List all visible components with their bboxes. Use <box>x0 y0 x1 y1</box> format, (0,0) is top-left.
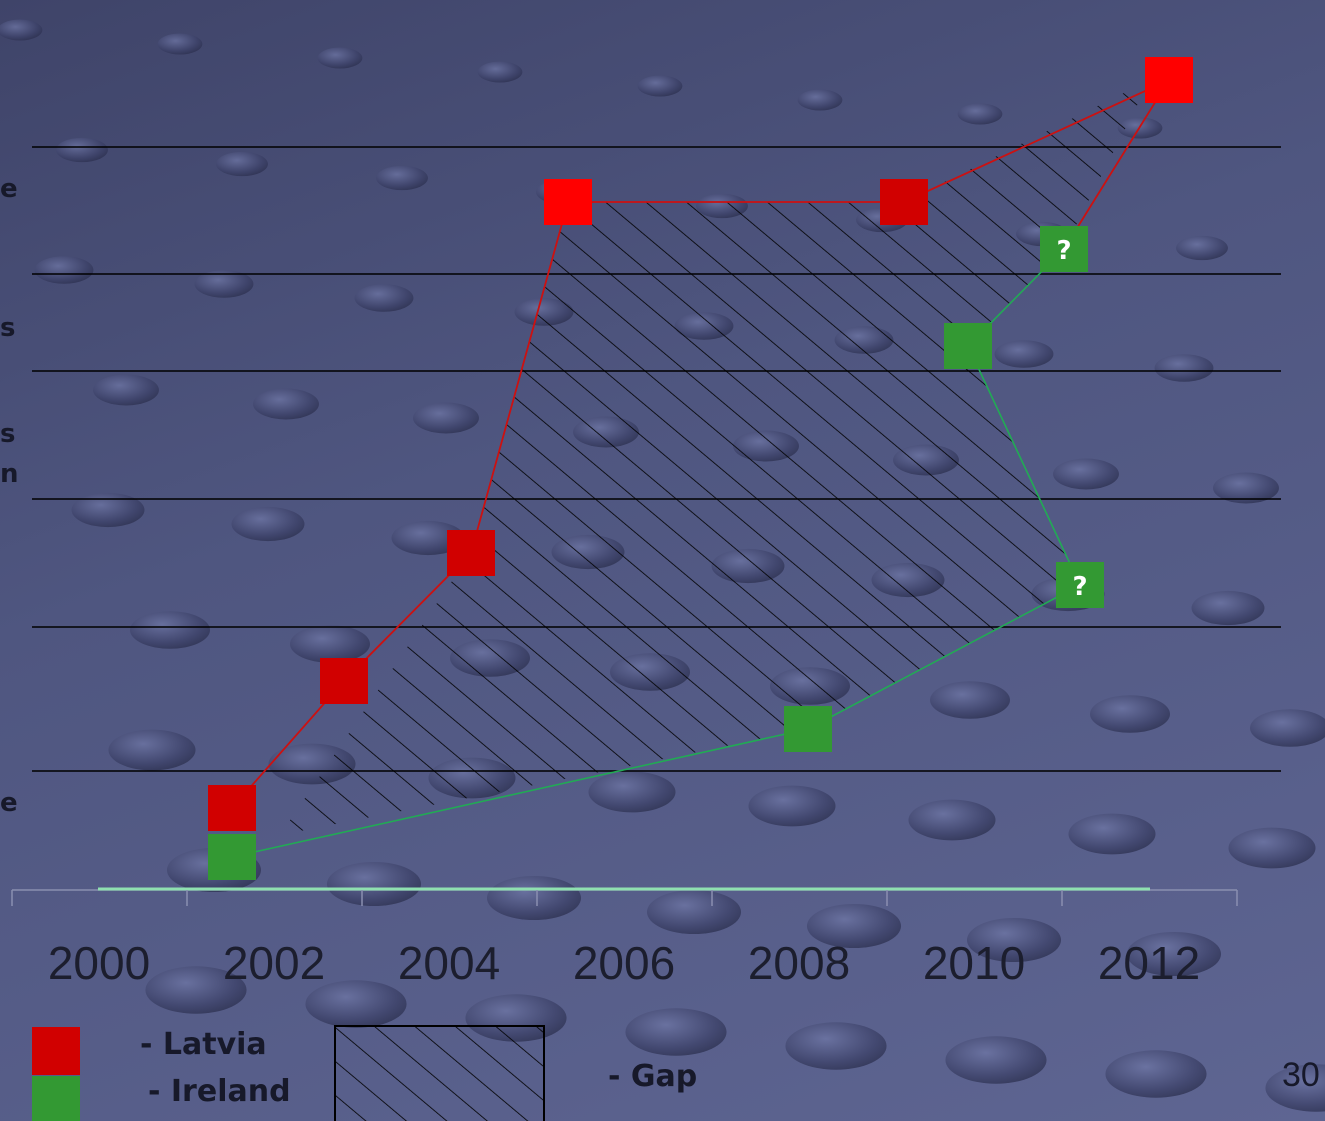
background-dot <box>748 785 836 827</box>
background-dot <box>376 165 428 191</box>
background-dot <box>1213 472 1279 504</box>
background-dot <box>305 980 407 1028</box>
background-dot <box>588 771 676 813</box>
latvia-marker <box>208 785 256 831</box>
x-tick-label: 2008 <box>747 937 851 989</box>
background-dot <box>646 889 742 935</box>
x-tick-label: 2006 <box>572 937 676 989</box>
background-dot <box>625 1008 727 1056</box>
background-dot <box>477 61 523 83</box>
background-dot <box>108 729 196 771</box>
background-dot <box>1250 709 1325 747</box>
background-dot <box>1154 354 1214 382</box>
background-dot <box>0 19 43 41</box>
x-tick-label: 2010 <box>922 937 1026 989</box>
background-dot <box>966 917 1062 963</box>
latvia-marker <box>447 530 495 576</box>
legend-gap-swatch <box>334 1025 545 1121</box>
background-dot <box>945 1036 1047 1084</box>
gap-hatch-fill <box>280 80 1150 835</box>
ireland-marker <box>1040 226 1088 272</box>
background-dot <box>486 875 582 921</box>
background-dot <box>1105 1050 1207 1098</box>
legend-latvia-label: - Latvia <box>140 1027 267 1062</box>
edge-text-fragment: s <box>0 419 16 449</box>
background-dot <box>785 1022 887 1070</box>
x-tick-label: 2012 <box>1097 937 1201 989</box>
background-dot <box>1126 931 1222 977</box>
background-dot <box>93 374 159 406</box>
edge-text-fragment: s <box>0 313 16 343</box>
x-tick-label: 2000 <box>47 937 151 989</box>
gap-hatched-region <box>280 80 1150 835</box>
background-dot <box>317 47 363 69</box>
background-dot <box>957 103 1003 125</box>
legend-gap-hatch <box>334 1025 545 1121</box>
background-dot <box>34 256 94 284</box>
page-number: 30 <box>1282 1056 1320 1094</box>
edge-text-fragment: e <box>0 788 18 818</box>
edge-text-fragment: n <box>0 459 19 489</box>
background-dot <box>908 799 996 841</box>
latvia-marker <box>544 179 592 225</box>
ireland-marker <box>1056 562 1104 608</box>
background-dot <box>130 611 210 649</box>
ireland-marker <box>944 323 992 369</box>
background-dot <box>1228 827 1316 869</box>
background-dot <box>1265 1064 1325 1112</box>
ireland-marker-label: ? <box>1072 572 1087 602</box>
legend-gap-label: - Gap <box>608 1059 698 1094</box>
background-dot <box>413 402 479 434</box>
latvia-marker <box>880 179 928 225</box>
background-dot <box>194 270 254 298</box>
background-dot <box>806 903 902 949</box>
edge-text-fragment: e <box>0 174 18 204</box>
background-dot <box>994 340 1054 368</box>
background-dot <box>326 861 422 907</box>
ireland-marker <box>784 706 832 752</box>
x-tick-label: 2004 <box>397 937 501 989</box>
background-dot <box>637 75 683 97</box>
background-dot <box>391 520 465 556</box>
legend-ireland-swatch <box>32 1076 80 1121</box>
background-dot <box>797 89 843 111</box>
background-dot <box>56 137 108 163</box>
background-dot <box>290 625 370 663</box>
background-dot <box>157 33 203 55</box>
x-axis <box>11 887 1238 906</box>
background-dot <box>930 681 1010 719</box>
series-markers: ?? <box>208 57 1193 880</box>
background-dot <box>231 506 305 542</box>
background-dot <box>253 388 319 420</box>
background-dot <box>216 151 268 177</box>
ireland-marker <box>208 834 256 880</box>
latvia-marker <box>320 658 368 704</box>
background-dot <box>71 492 145 528</box>
background-dot <box>145 966 247 1014</box>
background-dot <box>1068 813 1156 855</box>
background-dot <box>1191 590 1265 626</box>
background-dot <box>354 284 414 312</box>
ireland-marker-label: ? <box>1056 236 1071 266</box>
background-dot <box>1053 458 1119 490</box>
latvia-marker <box>1145 57 1193 103</box>
legend-latvia-swatch <box>32 1027 80 1075</box>
background-dot <box>1176 235 1228 261</box>
latvia-line-drop <box>1063 79 1170 250</box>
x-tick-label: 2002 <box>222 937 326 989</box>
legend-ireland-label: - Ireland <box>148 1074 291 1109</box>
background-dot <box>1090 695 1170 733</box>
